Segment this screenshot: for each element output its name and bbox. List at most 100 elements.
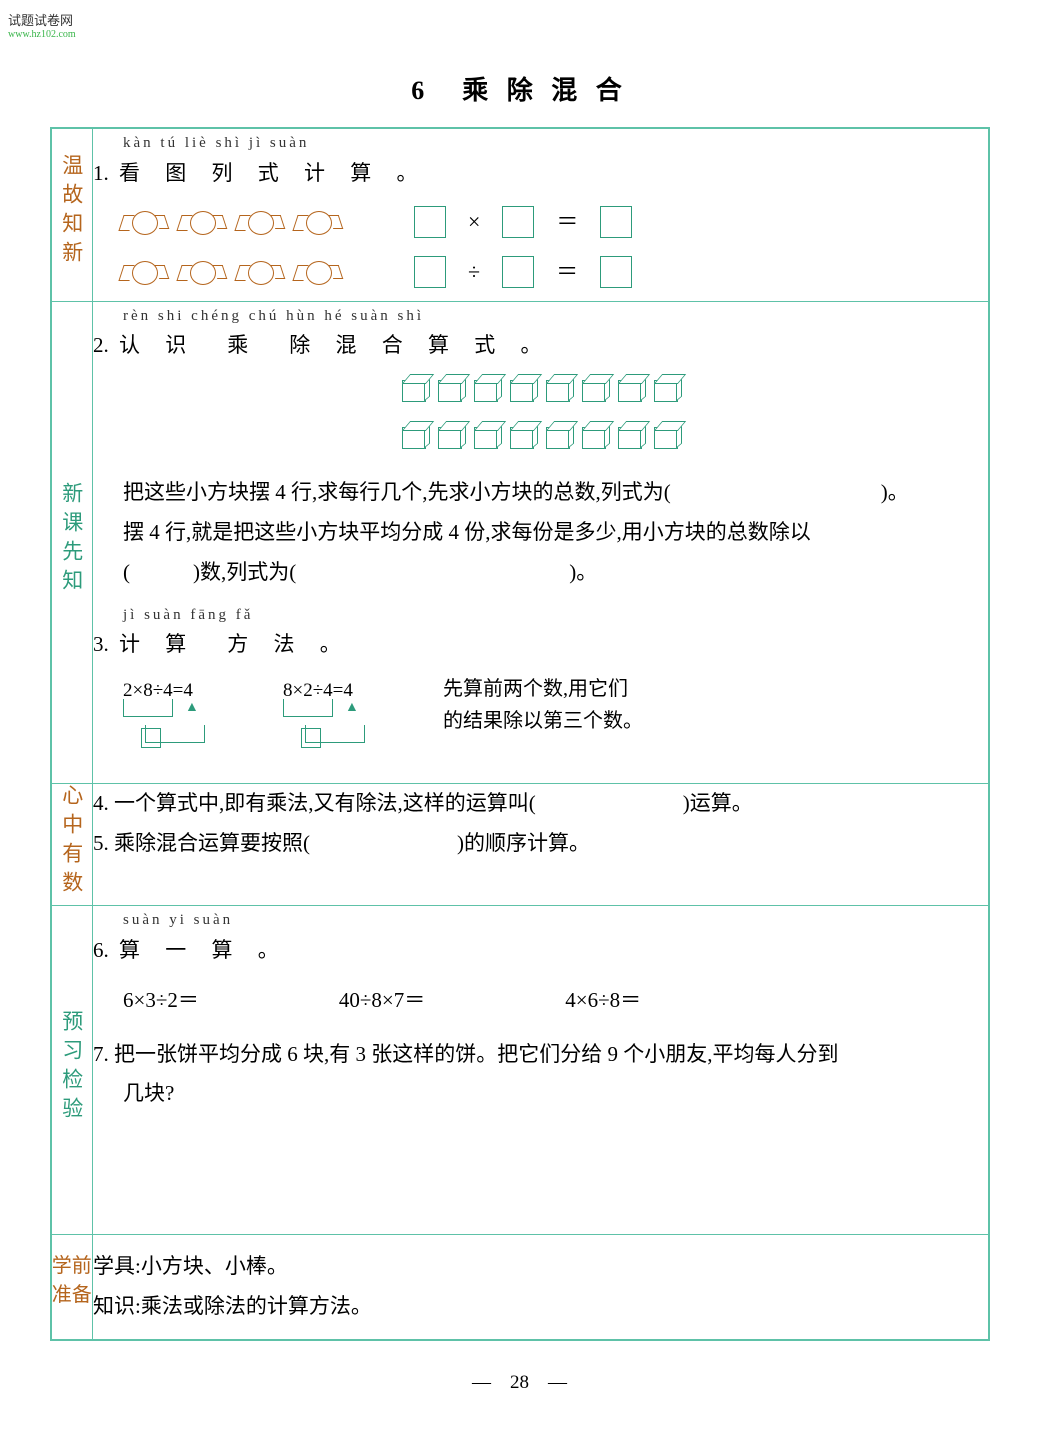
q2-num: 2. <box>93 326 119 366</box>
section-xinke: rèn shi chéng chú hùn hé suàn shì 2.认 识 … <box>93 301 989 783</box>
section-label-yuxi: 预习检验 <box>51 906 93 1235</box>
logo: 试题试卷网 www.hz102.com <box>8 10 76 40</box>
logo-cn: 试题试卷网 <box>8 13 73 28</box>
q5-text: 乘除混合运算要按照( )的顺序计算。 <box>114 831 590 855</box>
section-label-xinke: 新课先知 <box>51 301 93 783</box>
cube-icon <box>614 372 646 402</box>
note2: 的结果除以第三个数。 <box>443 705 643 737</box>
note1: 先算前两个数,用它们 <box>443 673 643 705</box>
cube-icon <box>650 372 682 402</box>
answer-box <box>414 256 446 288</box>
q1: 1.看 图 列 式 计 算 。 <box>93 154 988 194</box>
q3-hanzi: 计 算 方 法 。 <box>119 632 351 656</box>
cube-row <box>93 419 988 463</box>
page-title: 6 乘 除 混 合 <box>0 70 1039 107</box>
cube-icon <box>614 419 646 449</box>
cube-icon <box>470 372 502 402</box>
cube-icon <box>434 372 466 402</box>
op-mul: × <box>468 201 480 243</box>
candy-icon <box>181 259 223 285</box>
q7-line2: 几块? <box>123 1074 988 1114</box>
q4: 4. 一个算式中,即有乘法,又有除法,这样的运算叫( )运算。 <box>93 784 988 824</box>
q6-hanzi: 算 一 算 。 <box>119 938 289 962</box>
candy-row-1: × ＝ <box>123 201 988 243</box>
expr1: 2×8÷4=4 <box>123 680 193 701</box>
vtext-xinzhong: 心中有数 <box>57 784 87 900</box>
answer-box <box>600 256 632 288</box>
xinke-para3: ( )数,列式为( )。 <box>123 553 988 593</box>
main-grid: 温故知新 kàn tú liè shì jì suàn 1.看 图 列 式 计 … <box>50 127 990 1341</box>
section-xinzhong: 4. 一个算式中,即有乘法,又有除法,这样的运算叫( )运算。 5. 乘除混合运… <box>93 784 989 906</box>
answer-box <box>414 206 446 238</box>
cube-row <box>93 372 988 416</box>
candy-row-2: ÷ ＝ <box>123 251 988 293</box>
calc-note: 先算前两个数,用它们 的结果除以第三个数。 <box>443 673 643 737</box>
q1-hanzi: 看 图 列 式 计 算 。 <box>119 161 428 185</box>
xueqian-line2: 知识:乘法或除法的计算方法。 <box>93 1287 988 1327</box>
q7: 7. 把一张饼平均分成 6 块,有 3 张这样的饼。把它们分给 9 个小朋友,平… <box>93 1035 988 1075</box>
q5-num: 5. <box>93 831 109 855</box>
expr2: 8×2÷4=4 <box>283 680 353 701</box>
calc-row: 2×8÷4=4 ▲ 8×2÷4=4 ▲ 先算前两个数,用它们 的结果除以第三个数… <box>123 673 988 737</box>
q7-text: 把一张饼平均分成 6 块,有 3 张这样的饼。把它们分给 9 个小朋友,平均每人… <box>114 1042 839 1066</box>
xinke-para1: 把这些小方块摆 4 行,求每行几个,先求小方块的总数,列式为( )。 <box>123 473 988 513</box>
op-div: ÷ <box>468 251 480 293</box>
vtext-xinke: 新课先知 <box>57 482 87 598</box>
cube-icon <box>542 419 574 449</box>
q7-num: 7. <box>93 1042 109 1066</box>
cubes-figure <box>93 372 988 463</box>
candy-icon <box>297 209 339 235</box>
candy-icon <box>239 259 281 285</box>
candy-icon <box>239 209 281 235</box>
q1-num: 1. <box>93 154 119 194</box>
calc-block-2: 8×2÷4=4 ▲ <box>283 673 403 709</box>
q6: 6.算 一 算 。 <box>93 931 988 971</box>
page-number: — 28 — <box>0 1367 1039 1394</box>
exprC: 4×6÷8＝ <box>565 981 641 1021</box>
xueqian-line1: 学具:小方块、小棒。 <box>93 1247 988 1287</box>
vtext-yuxi: 预习检验 <box>57 1010 87 1126</box>
candy-icon <box>297 259 339 285</box>
cube-icon <box>506 419 538 449</box>
section-xueqian: 学具:小方块、小棒。 知识:乘法或除法的计算方法。 <box>93 1235 989 1340</box>
exprA: 6×3÷2＝ <box>123 981 199 1021</box>
cube-icon <box>650 419 682 449</box>
exprB: 40÷8×7＝ <box>339 981 425 1021</box>
section-label-xueqian: 学前 准备 <box>51 1235 93 1340</box>
suan-row: 6×3÷2＝ 40÷8×7＝ 4×6÷8＝ <box>123 981 988 1021</box>
answer-box <box>600 206 632 238</box>
calc-block-1: 2×8÷4=4 ▲ <box>123 673 243 709</box>
candy-icon <box>123 209 165 235</box>
cube-icon <box>542 372 574 402</box>
xueqian-l1: 学前 <box>52 1249 93 1278</box>
vtext-wengu: 温故知新 <box>57 154 87 270</box>
q3-num: 3. <box>93 625 119 665</box>
cube-icon <box>506 372 538 402</box>
section-label-wengu: 温故知新 <box>51 128 93 301</box>
q5: 5. 乘除混合运算要按照( )的顺序计算。 <box>93 824 988 864</box>
xueqian-l2: 准备 <box>52 1278 93 1307</box>
answer-box <box>502 256 534 288</box>
section-yuxi: suàn yi suàn 6.算 一 算 。 6×3÷2＝ 40÷8×7＝ 4×… <box>93 906 989 1235</box>
q2: 2.认 识 乘 除 混 合 算 式 。 <box>93 326 988 366</box>
cube-icon <box>578 372 610 402</box>
cube-icon <box>578 419 610 449</box>
cube-icon <box>398 372 430 402</box>
op-eq: ＝ <box>556 201 578 243</box>
q6-num: 6. <box>93 931 119 971</box>
answer-box <box>502 206 534 238</box>
q3: 3.计 算 方 法 。 <box>93 625 988 665</box>
cube-icon <box>398 419 430 449</box>
cube-icon <box>434 419 466 449</box>
logo-url: www.hz102.com <box>8 29 76 40</box>
op-eq: ＝ <box>556 251 578 293</box>
xinke-para2: 摆 4 行,就是把这些小方块平均分成 4 份,求每份是多少,用小方块的总数除以 <box>123 513 988 553</box>
candy-icon <box>123 259 165 285</box>
candy-icon <box>181 209 223 235</box>
q2-hanzi: 认 识 乘 除 混 合 算 式 。 <box>119 333 552 357</box>
q4-num: 4. <box>93 791 109 815</box>
section-wengu: kàn tú liè shì jì suàn 1.看 图 列 式 计 算 。 ×… <box>93 128 989 301</box>
cube-icon <box>470 419 502 449</box>
section-label-xinzhong: 心中有数 <box>51 784 93 906</box>
q4-text: 一个算式中,即有乘法,又有除法,这样的运算叫( )运算。 <box>114 791 753 815</box>
